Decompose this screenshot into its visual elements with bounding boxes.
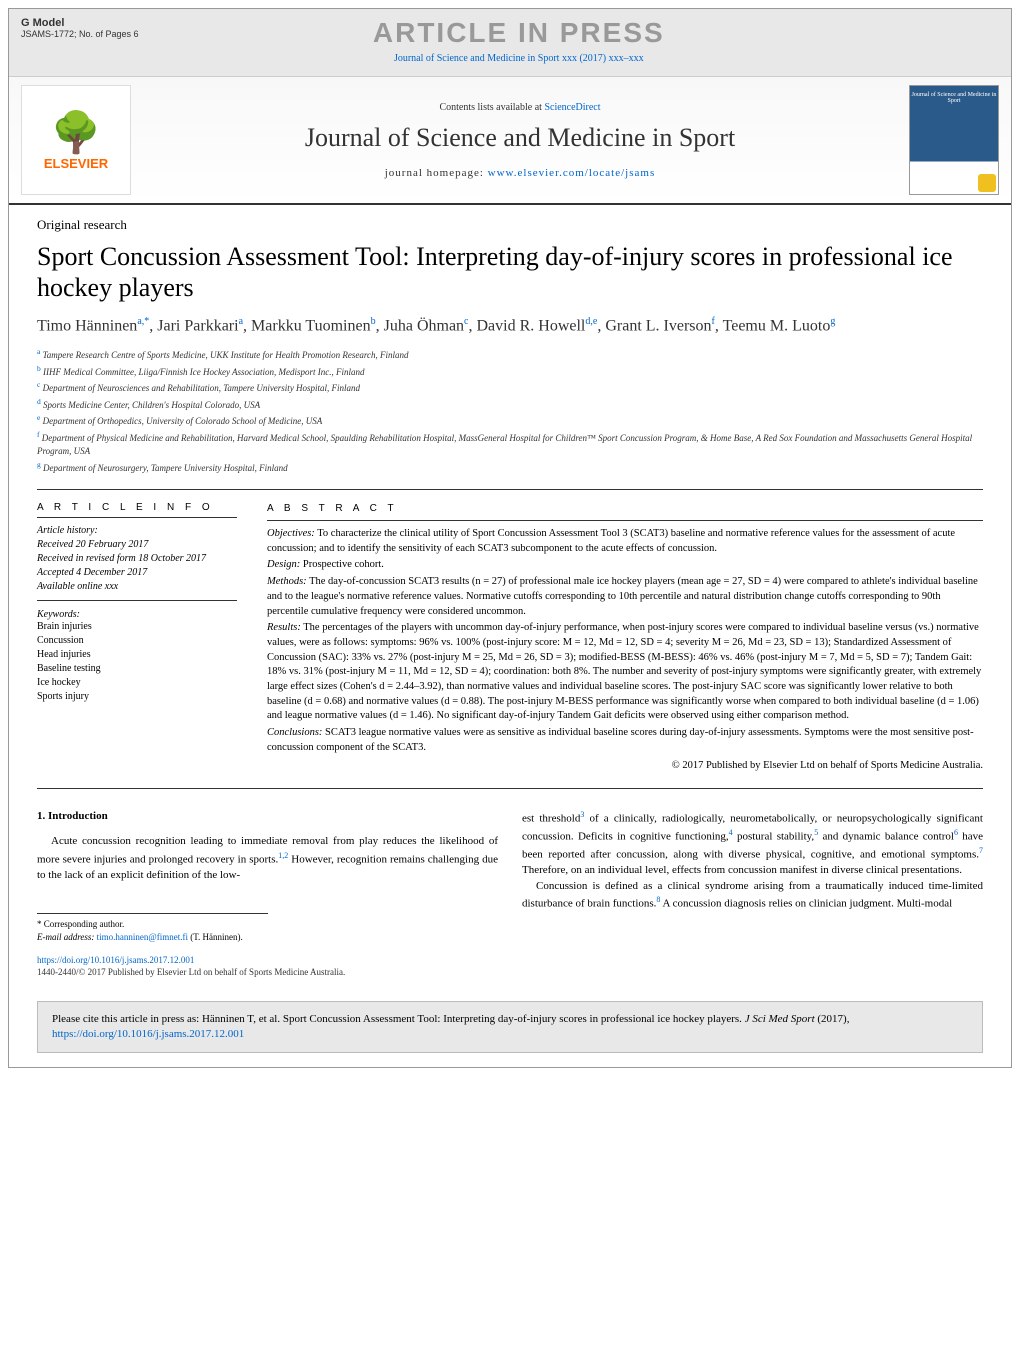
revised-date: Received in revised form 18 October 2017 <box>37 552 237 566</box>
article-type: Original research <box>37 217 983 233</box>
keyword-item: Sports injury <box>37 690 237 704</box>
keyword-item: Concussion <box>37 634 237 648</box>
online-date: Available online xxx <box>37 580 237 594</box>
cite-year: (2017), <box>815 1013 850 1025</box>
corresponding-name: (T. Hänninen). <box>188 932 243 942</box>
body-column-right: est threshold3 of a clinically, radiolog… <box>522 809 983 979</box>
sciencedirect-link[interactable]: ScienceDirect <box>544 102 600 113</box>
affiliation-item: b IIHF Medical Committee, Liiga/Finnish … <box>37 363 983 380</box>
homepage-prefix: journal homepage: <box>385 167 488 179</box>
running-header: G Model JSAMS-1772; No. of Pages 6 ARTIC… <box>9 9 1011 76</box>
section-title: Introduction <box>48 810 108 822</box>
intro-paragraph-1: Acute concussion recognition leading to … <box>37 834 498 883</box>
article-info-heading: A R T I C L E I N F O <box>37 502 237 518</box>
keywords-list: Brain injuriesConcussionHead injuriesBas… <box>37 620 237 704</box>
affiliation-item: c Department of Neurosciences and Rehabi… <box>37 379 983 396</box>
keyword-item: Head injuries <box>37 648 237 662</box>
journal-masthead: 🌳 ELSEVIER Contents lists available at S… <box>9 76 1011 205</box>
elsevier-tree-icon: 🌳 <box>51 109 101 156</box>
corresponding-email-line: E-mail address: timo.hanninen@fimnet.fi … <box>37 931 268 944</box>
info-abstract-row: A R T I C L E I N F O Article history: R… <box>37 489 983 789</box>
affiliation-item: d Sports Medicine Center, Children's Hos… <box>37 396 983 413</box>
homepage-line: journal homepage: www.elsevier.com/locat… <box>151 167 889 179</box>
elsevier-logo[interactable]: 🌳 ELSEVIER <box>21 85 131 195</box>
journal-name: Journal of Science and Medicine in Sport <box>151 123 889 153</box>
cite-prefix: Please cite this article in press as: Hä… <box>52 1013 745 1025</box>
citation-box: Please cite this article in press as: Hä… <box>37 1001 983 1054</box>
email-label: E-mail address: <box>37 932 97 942</box>
cite-doi-link[interactable]: https://doi.org/10.1016/j.jsams.2017.12.… <box>52 1028 244 1040</box>
cite-journal-abbrev: J Sci Med Sport <box>745 1013 815 1025</box>
elsevier-brand-text: ELSEVIER <box>44 156 108 171</box>
citation-preview-link[interactable]: Journal of Science and Medicine in Sport… <box>139 49 899 68</box>
abstract-objectives: Objectives: To characterize the clinical… <box>267 527 983 556</box>
g-model-label: G Model <box>21 17 139 29</box>
corresponding-star: * Corresponding author. <box>37 918 268 931</box>
article-info-column: A R T I C L E I N F O Article history: R… <box>37 502 237 776</box>
keyword-item: Brain injuries <box>37 620 237 634</box>
authors-line: Timo Hänninena,*, Jari Parkkaria, Markku… <box>37 315 983 338</box>
abstract-conclusions: Conclusions: SCAT3 league normative valu… <box>267 726 983 755</box>
section-number: 1. <box>37 810 45 822</box>
article-in-press-label: ARTICLE IN PRESS <box>139 17 899 49</box>
body-column-left: 1. Introduction Acute concussion recogni… <box>37 809 498 979</box>
abstract-methods: Methods: The day-of-concussion SCAT3 res… <box>267 575 983 619</box>
section-1-heading: 1. Introduction <box>37 809 498 824</box>
abstract-results: Results: The percentages of the players … <box>267 621 983 724</box>
affiliation-item: f Department of Physical Medicine and Re… <box>37 429 983 459</box>
body-two-columns: 1. Introduction Acute concussion recogni… <box>37 809 983 979</box>
doi-link[interactable]: https://doi.org/10.1016/j.jsams.2017.12.… <box>37 954 498 967</box>
affiliation-item: e Department of Orthopedics, University … <box>37 412 983 429</box>
keyword-item: Baseline testing <box>37 662 237 676</box>
abstract-column: A B S T R A C T Objectives: To character… <box>267 502 983 776</box>
contents-available-line: Contents lists available at ScienceDirec… <box>151 102 889 113</box>
contents-prefix: Contents lists available at <box>439 102 544 113</box>
corresponding-email-link[interactable]: timo.hanninen@fimnet.fi <box>97 932 188 942</box>
keyword-item: Ice hockey <box>37 676 237 690</box>
abstract-design: Design: Prospective cohort. <box>267 558 983 573</box>
article-title: Sport Concussion Assessment Tool: Interp… <box>37 241 983 303</box>
affiliations-list: a Tampere Research Centre of Sports Medi… <box>37 346 983 475</box>
affiliation-item: a Tampere Research Centre of Sports Medi… <box>37 346 983 363</box>
homepage-url[interactable]: www.elsevier.com/locate/jsams <box>488 167 656 179</box>
affiliation-item: g Department of Neurosurgery, Tampere Un… <box>37 459 983 476</box>
header-left: G Model JSAMS-1772; No. of Pages 6 <box>21 17 139 39</box>
history-label: Article history: <box>37 524 237 538</box>
press-banner: ARTICLE IN PRESS Journal of Science and … <box>139 17 899 68</box>
footer-copyright: 1440-2440/© 2017 Published by Elsevier L… <box>37 966 498 979</box>
accepted-date: Accepted 4 December 2017 <box>37 566 237 580</box>
received-date: Received 20 February 2017 <box>37 538 237 552</box>
corresponding-author-block: * Corresponding author. E-mail address: … <box>37 913 268 943</box>
page-outer-border: G Model JSAMS-1772; No. of Pages 6 ARTIC… <box>8 8 1012 1068</box>
intro-paragraph-2: Concussion is defined as a clinical synd… <box>522 879 983 912</box>
abstract-copyright: © 2017 Published by Elsevier Ltd on beha… <box>267 759 983 774</box>
article-content: Original research Sport Concussion Asses… <box>9 205 1011 991</box>
intro-paragraph-1-cont: est threshold3 of a clinically, radiolog… <box>522 809 983 879</box>
journal-cover-thumbnail[interactable]: Journal of Science and Medicine in Sport <box>909 85 999 195</box>
abstract-heading: A B S T R A C T <box>267 502 983 521</box>
journal-code: JSAMS-1772; No. of Pages 6 <box>21 29 139 39</box>
article-history: Article history: Received 20 February 20… <box>37 524 237 601</box>
page-root: G Model JSAMS-1772; No. of Pages 6 ARTIC… <box>0 8 1020 1068</box>
journal-center: Contents lists available at ScienceDirec… <box>131 102 909 179</box>
keywords-label: Keywords: <box>37 609 237 620</box>
journal-cover-text: Journal of Science and Medicine in Sport <box>910 86 998 104</box>
